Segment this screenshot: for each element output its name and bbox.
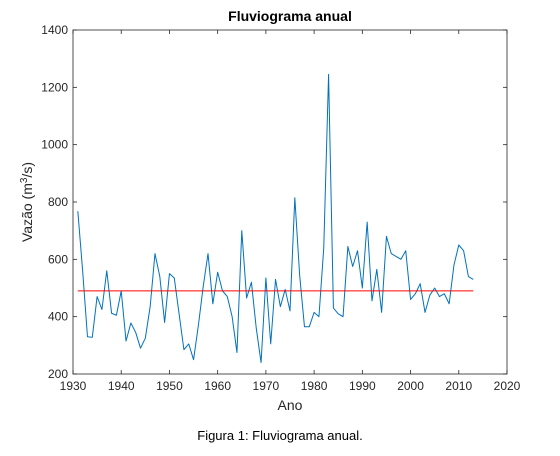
y-axis-label: Vazão (m3/s) xyxy=(19,162,35,242)
x-tick-label: 2010 xyxy=(445,379,472,393)
axis-ticks: 1930 1940 1950 1960 1970 1980 1990 2000 2010 2020… xyxy=(41,23,520,393)
y-tick-label: 200 xyxy=(48,367,68,381)
y-tick-label: 800 xyxy=(48,195,68,209)
x-tick-label: 2000 xyxy=(397,379,424,393)
chart: Fluviograma anual 1930 1940 1950 1960 1970 19… xyxy=(19,8,521,413)
x-tick-label: 1980 xyxy=(301,379,328,393)
y-tick-label: 1400 xyxy=(41,23,68,37)
x-tick-label: 1990 xyxy=(349,379,376,393)
y-tick-label: 1200 xyxy=(41,80,68,94)
chart-title: Fluviograma anual xyxy=(228,8,352,24)
x-tick-label: 1950 xyxy=(156,379,183,393)
series-layer xyxy=(77,73,474,364)
y-tick-label: 600 xyxy=(48,252,68,266)
figure-caption: Figura 1: Fluviograma anual. xyxy=(197,428,363,443)
y-axis-label-main: Vazão (m xyxy=(19,183,35,242)
x-tick-label: 1970 xyxy=(253,379,280,393)
annual-flow-line xyxy=(77,73,474,364)
y-tick-label: 400 xyxy=(48,310,68,324)
x-tick-label: 1960 xyxy=(204,379,231,393)
x-tick-label: 2020 xyxy=(494,379,521,393)
x-axis-label: Ano xyxy=(278,397,303,413)
y-tick-label: 1000 xyxy=(41,138,68,152)
y-axis-label-tail: /s) xyxy=(19,162,35,178)
plot-area xyxy=(72,29,508,375)
x-tick-label: 1930 xyxy=(60,379,87,393)
x-tick-label: 1940 xyxy=(108,379,135,393)
y-axis-label-sup: 3 xyxy=(19,177,30,183)
